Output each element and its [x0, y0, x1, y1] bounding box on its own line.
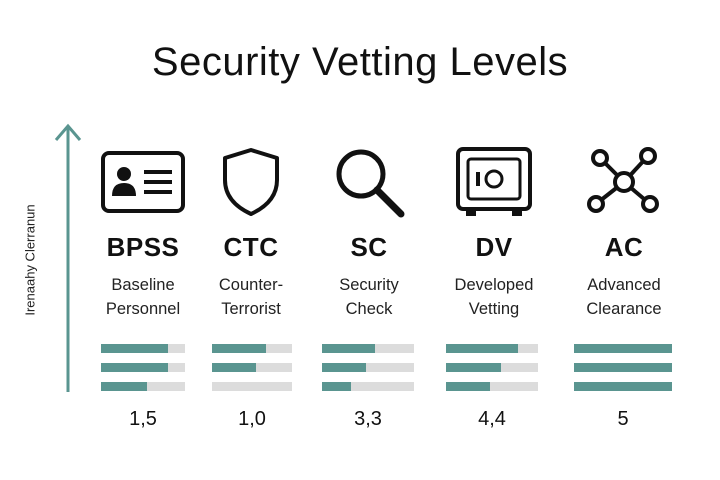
level-name-line1: Security	[339, 276, 399, 294]
level-code: DV	[475, 232, 513, 262]
level-code: CTC	[223, 232, 279, 262]
level-bars-dv	[446, 344, 538, 401]
level-bar-fill	[212, 344, 267, 353]
level-bars-bpss	[101, 344, 185, 401]
level-name-line2: Check	[345, 300, 393, 318]
level-bar	[322, 363, 414, 372]
id-card-icon	[83, 140, 203, 224]
level-score: 5	[617, 408, 629, 430]
level-name-line1: Baseline	[111, 276, 175, 294]
level-bar	[574, 344, 672, 353]
level-name-line2: Personnel	[105, 300, 181, 318]
page-title: Security Vetting Levels	[151, 40, 569, 84]
level-name-line2: Terrorist	[221, 300, 281, 318]
level-bar-fill	[101, 363, 169, 372]
level-bar-fill	[212, 363, 256, 372]
level-code: SC	[350, 232, 388, 262]
level-bar	[322, 382, 414, 391]
level-bar-fill	[322, 344, 376, 353]
network-icon	[564, 140, 684, 224]
level-ac: AC Advanced Clearance	[564, 140, 684, 321]
level-name-line1: Developed	[454, 276, 534, 294]
level-bar-fill	[322, 363, 367, 372]
level-score: 1,5	[129, 408, 157, 430]
level-bar	[212, 344, 292, 353]
level-name-line1: Advanced	[587, 276, 661, 294]
level-name-line2: Clearance	[586, 300, 662, 318]
level-bar	[101, 363, 185, 372]
level-bar-fill	[574, 363, 672, 372]
level-bar	[101, 344, 185, 353]
level-score: 4,4	[478, 408, 506, 430]
level-bar-fill	[101, 344, 169, 353]
level-bar	[212, 382, 292, 391]
level-bar	[574, 363, 672, 372]
axis-label: Irenaahy Clerranun	[22, 204, 38, 316]
level-bar	[446, 344, 538, 353]
level-code: BPSS	[106, 232, 180, 262]
level-ctc: CTC Counter- Terrorist	[191, 140, 311, 321]
level-name-line1: Counter-	[218, 276, 284, 294]
level-bar-fill	[446, 344, 518, 353]
level-bar-fill	[574, 344, 672, 353]
level-bar-fill	[446, 363, 502, 372]
level-score: 1,0	[238, 408, 266, 430]
level-sc: SC Security Check	[309, 140, 429, 321]
level-bars-sc	[322, 344, 414, 401]
level-bar	[574, 382, 672, 391]
clearance-axis-arrow	[54, 123, 82, 392]
safe-icon	[434, 140, 554, 224]
level-bars-ac	[574, 344, 672, 401]
level-dv: DV Developed Vetting	[434, 140, 554, 321]
level-code: AC	[604, 232, 644, 262]
level-bar-fill	[574, 382, 672, 391]
level-bar	[212, 363, 292, 372]
level-bar	[446, 363, 538, 372]
level-name-line2: Vetting	[468, 300, 520, 318]
level-score: 3,3	[354, 408, 382, 430]
level-bars-ctc	[212, 344, 292, 401]
shield-icon	[191, 140, 311, 224]
level-bar-fill	[446, 382, 491, 391]
level-bar	[322, 344, 414, 353]
level-bar-fill	[101, 382, 148, 391]
level-bar	[446, 382, 538, 391]
level-bar-fill	[322, 382, 352, 391]
level-bar	[101, 382, 185, 391]
level-bpss: BPSS Baseline Personnel	[83, 140, 203, 321]
magnifier-icon	[309, 140, 429, 224]
